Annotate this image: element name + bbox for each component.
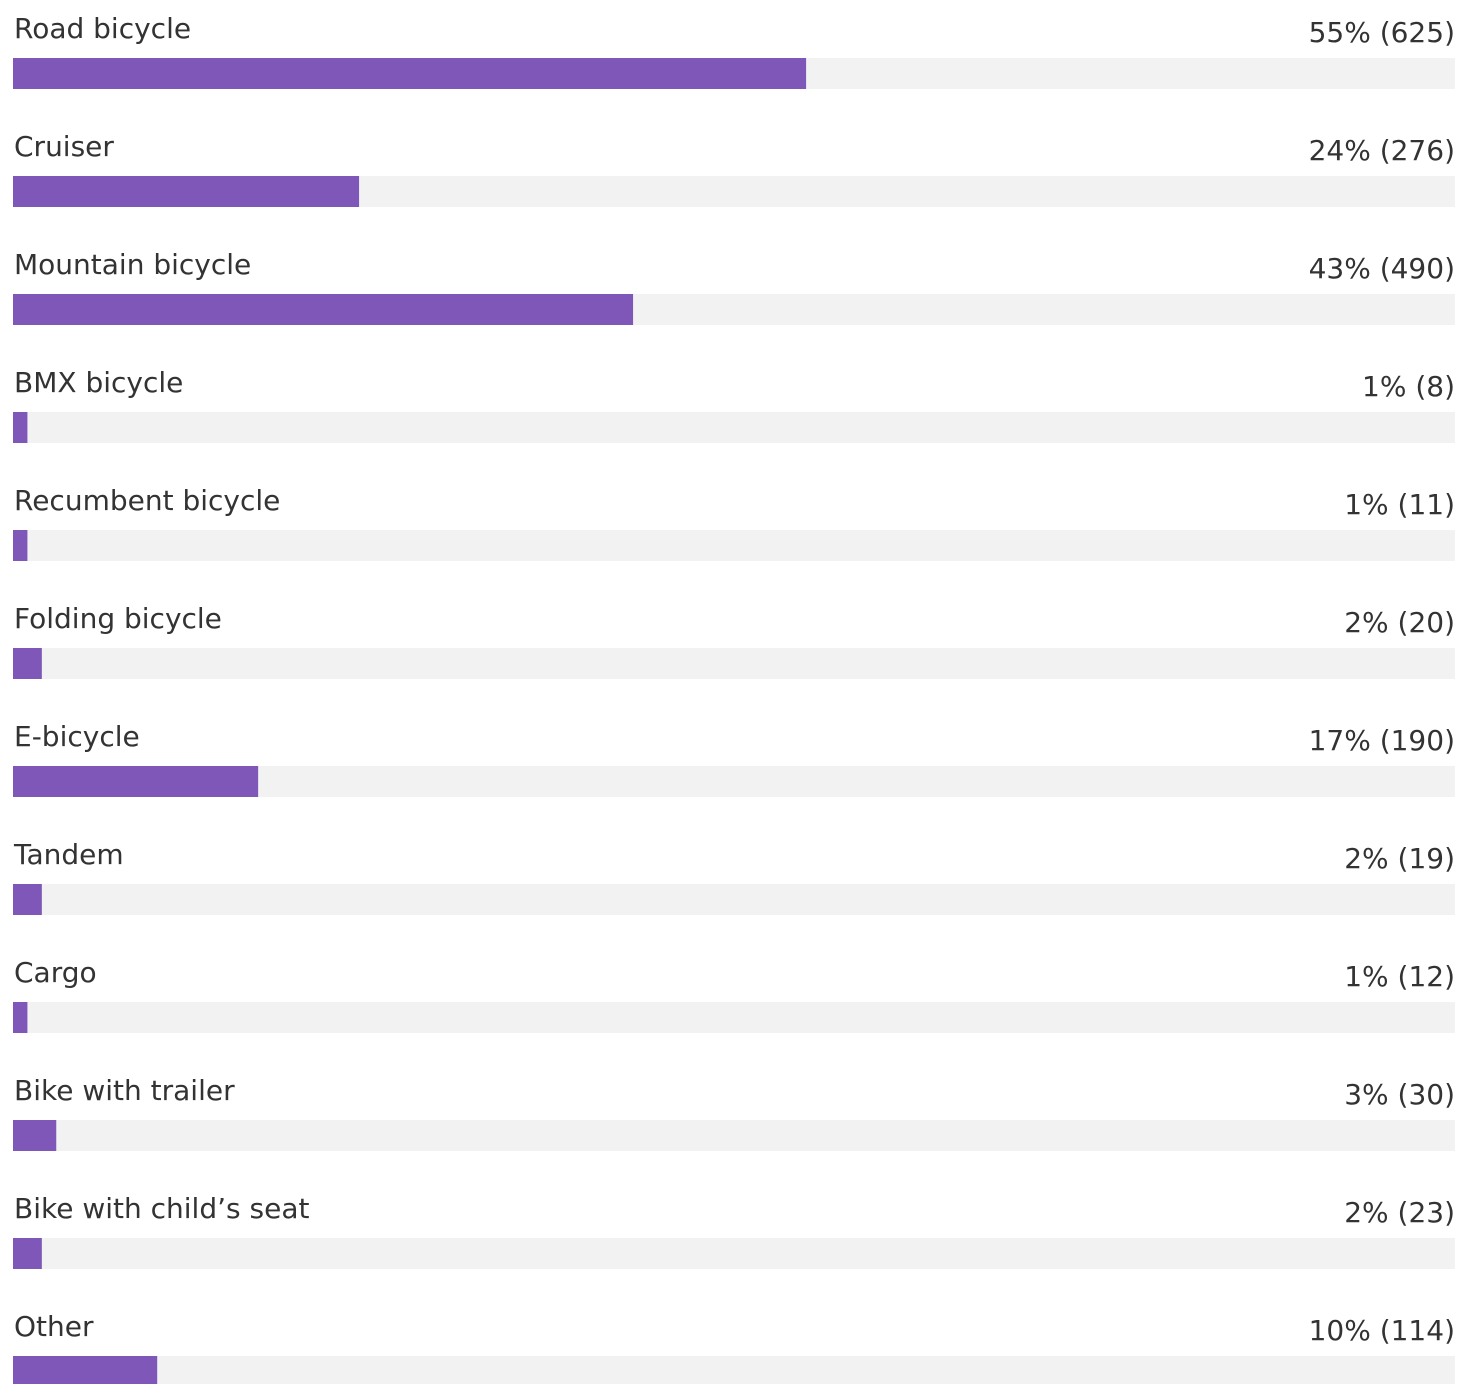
- category-label: Other: [14, 1310, 94, 1343]
- bar-track: [13, 530, 1455, 561]
- bar-track: [13, 884, 1455, 915]
- bar: [13, 1356, 158, 1384]
- bar: [13, 294, 634, 325]
- bar: [13, 766, 259, 797]
- category-label: E-bicycle: [14, 720, 140, 753]
- bar: [13, 1238, 42, 1269]
- value-label: 10% (114): [1309, 1314, 1455, 1347]
- bar: [13, 1002, 28, 1033]
- bar-track: [13, 1002, 1455, 1033]
- value-label: 1% (11): [1344, 488, 1455, 521]
- value-label: 43% (490): [1309, 252, 1455, 285]
- category-label: Folding bicycle: [14, 602, 222, 635]
- category-label: BMX bicycle: [14, 366, 183, 399]
- value-label: 2% (23): [1344, 1196, 1455, 1229]
- bar: [13, 530, 28, 561]
- bar: [13, 1120, 57, 1151]
- bar: [13, 58, 807, 89]
- category-label: Cargo: [14, 956, 97, 989]
- category-label: Bike with trailer: [14, 1074, 235, 1107]
- bar-track: [13, 1120, 1455, 1151]
- category-label: Cruiser: [14, 130, 114, 163]
- value-label: 24% (276): [1309, 134, 1455, 167]
- category-label: Bike with child’s seat: [14, 1192, 309, 1225]
- bar: [13, 176, 360, 207]
- value-label: 17% (190): [1309, 724, 1455, 757]
- category-label: Tandem: [13, 838, 124, 871]
- bar-track: [13, 412, 1455, 443]
- bar-track: [13, 1356, 1455, 1384]
- value-label: 2% (20): [1344, 606, 1455, 639]
- bar: [13, 884, 42, 915]
- value-label: 55% (625): [1309, 16, 1455, 49]
- bar-track: [13, 648, 1455, 679]
- value-label: 3% (30): [1344, 1078, 1455, 1111]
- category-label: Road bicycle: [14, 12, 191, 45]
- category-label: Recumbent bicycle: [14, 484, 280, 517]
- bar: [13, 412, 28, 443]
- bar: [13, 648, 42, 679]
- bar-track: [13, 1238, 1455, 1269]
- value-label: 1% (8): [1362, 370, 1455, 403]
- value-label: 2% (19): [1344, 842, 1455, 875]
- category-label: Mountain bicycle: [14, 248, 251, 281]
- value-label: 1% (12): [1344, 960, 1455, 993]
